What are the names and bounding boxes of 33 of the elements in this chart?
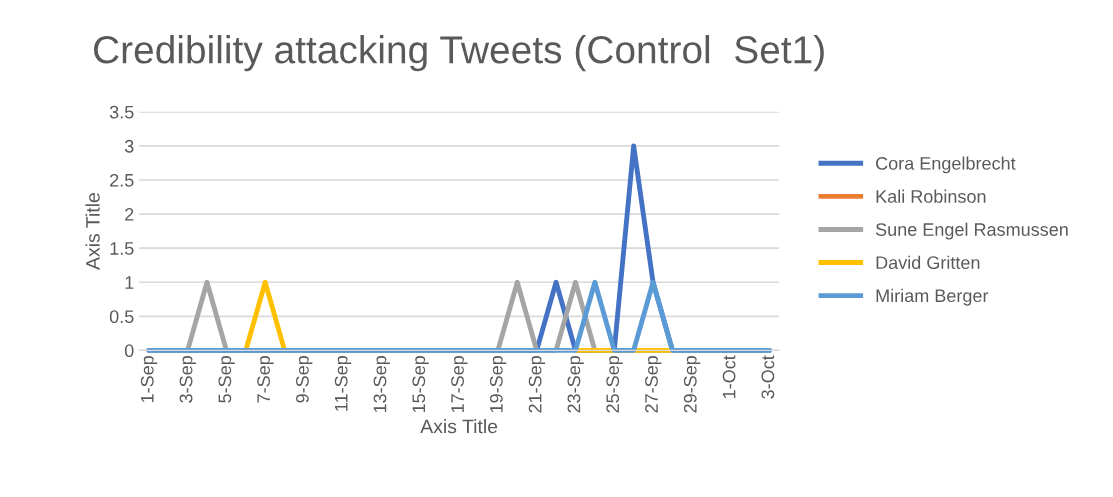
x-tick-label: 23-Sep <box>567 356 584 413</box>
x-tick-label: 15-Sep <box>412 356 429 413</box>
y-tick-label: 0.5 <box>109 310 134 324</box>
legend-label: David Gritten <box>876 255 980 270</box>
legend-label: Sune Engel Rasmussen <box>875 222 1068 240</box>
x-tick-label: 21-Sep <box>528 356 546 413</box>
x-tick-label: 5-Sep <box>218 356 235 403</box>
y-tick-label: 3.5 <box>109 105 134 119</box>
chart-title: Credibility attacking Tweets (Control Set1) <box>94 35 824 72</box>
x-tick-label: 9-Sep <box>296 356 313 403</box>
y-tick-label: 2 <box>125 208 134 221</box>
x-tick-label: 27-Sep <box>645 356 662 413</box>
x-tick-label: 19-Sep <box>489 356 507 413</box>
y-tick-label: 2.5 <box>110 173 134 187</box>
legend-label: Miriam Berger <box>876 288 989 306</box>
y-axis-title: Axis Title <box>85 193 100 270</box>
x-tick-label: 29-Sep <box>683 356 701 413</box>
x-tick-label: 7-Sep <box>257 356 274 403</box>
x-tick-label: 1-Oct <box>722 355 736 399</box>
x-tick-label: 13-Sep <box>373 356 390 413</box>
y-tick-label: 0 <box>124 344 134 358</box>
x-tick-label: 1-Sep <box>140 356 158 403</box>
x-tick-label: 11-Sep <box>334 356 352 411</box>
y-tick-label: 1.5 <box>110 242 134 255</box>
x-axis-title: Axis Title <box>420 419 498 434</box>
x-tick-label: 3-Oct <box>761 355 775 399</box>
y-tick-label: 3 <box>124 139 134 153</box>
legend-label: Kali Robinson <box>876 189 986 203</box>
x-tick-label: 3-Sep <box>179 356 197 403</box>
y-tick-label: 1 <box>125 276 134 289</box>
x-tick-label: 17-Sep <box>451 356 468 413</box>
legend-label: Cora Engelbrecht <box>876 156 1016 174</box>
x-tick-label: 25-Sep <box>606 356 623 413</box>
